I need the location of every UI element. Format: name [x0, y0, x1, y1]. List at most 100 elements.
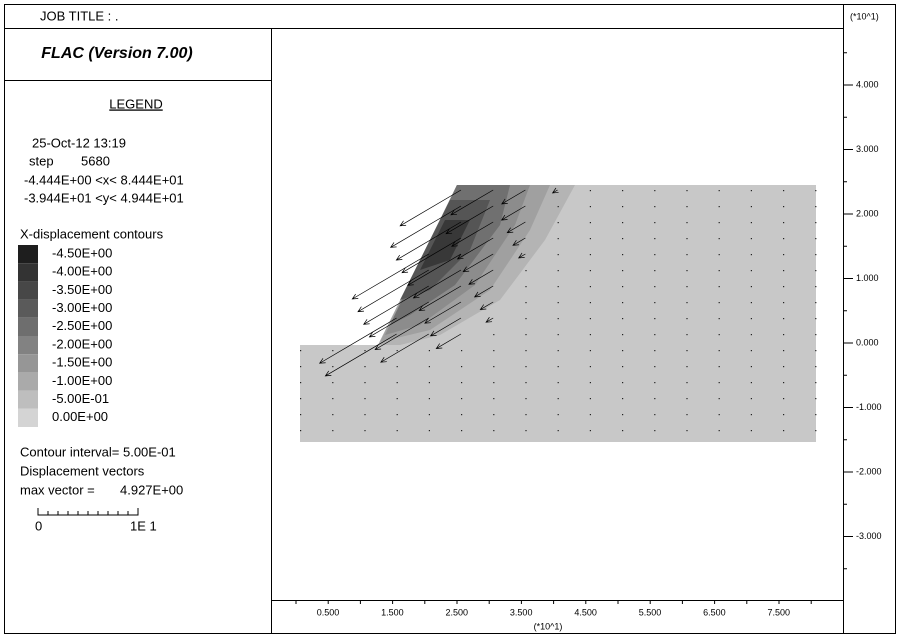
vector-dot — [557, 318, 559, 320]
vector-dot — [493, 366, 495, 368]
vector — [363, 285, 429, 325]
vector-dot — [557, 382, 559, 384]
vector-dot — [718, 254, 720, 256]
contour-level: -2.00E+00 — [52, 336, 112, 351]
vector-dot — [815, 254, 817, 256]
vector — [450, 189, 494, 216]
vector-dot — [493, 430, 495, 432]
vector-dot — [783, 414, 785, 416]
x-tick-label: 0.500 — [317, 607, 340, 617]
contour-level: -4.00E+00 — [52, 264, 112, 279]
vector-dot — [396, 414, 398, 416]
vector-dot — [783, 238, 785, 240]
x-tick-label: 3.500 — [510, 607, 533, 617]
contour-level: -5.00E-01 — [52, 391, 109, 406]
vector-dot — [589, 206, 591, 208]
vector-dot — [557, 254, 559, 256]
program: FLAC (Version 7.00) — [41, 45, 192, 62]
vector — [468, 269, 494, 285]
vector — [485, 317, 494, 323]
vector-dot — [332, 414, 334, 416]
vector-dot — [622, 254, 624, 256]
vector-dot — [525, 382, 527, 384]
vector-dot — [461, 366, 463, 368]
vector-dot — [718, 414, 720, 416]
vector-dot — [589, 222, 591, 224]
vector-dot — [396, 350, 398, 352]
vector-dot — [622, 414, 624, 416]
vector-dot — [815, 222, 817, 224]
vector-dot — [622, 334, 624, 336]
vector-dot — [589, 382, 591, 384]
vector-dot — [718, 302, 720, 304]
vector-dot — [815, 366, 817, 368]
vector-dot — [654, 302, 656, 304]
frame — [4, 4, 896, 634]
vector-dot — [750, 398, 752, 400]
vector-dot — [428, 398, 430, 400]
vector-dot — [461, 414, 463, 416]
vector-dot — [557, 430, 559, 432]
y-tick-label: 2.000 — [856, 208, 879, 218]
y-tick-label: -2.000 — [856, 466, 882, 476]
vector-dot — [364, 350, 366, 352]
vector-dot — [364, 398, 366, 400]
vector-dot — [750, 366, 752, 368]
contour-title: X-displacement contours — [20, 226, 164, 241]
vector-dot — [686, 382, 688, 384]
vector-dot — [589, 254, 591, 256]
vector-dot — [589, 334, 591, 336]
vector-dot — [686, 318, 688, 320]
vector-dot — [493, 350, 495, 352]
vector — [479, 301, 494, 310]
vector-dot — [783, 350, 785, 352]
vector-dot — [557, 222, 559, 224]
vector-dot — [493, 334, 495, 336]
vector — [462, 253, 494, 273]
max-vector-label: max vector = — [20, 482, 95, 497]
vector-dot — [750, 190, 752, 192]
vector-dot — [396, 430, 398, 432]
vector-dot — [428, 382, 430, 384]
vector-dot — [750, 206, 752, 208]
vector — [424, 301, 462, 324]
vector-dot — [622, 222, 624, 224]
vector — [407, 253, 462, 286]
date: 25-Oct-12 13:19 — [32, 135, 126, 150]
vector-dot — [783, 318, 785, 320]
vector-dot — [783, 430, 785, 432]
step-label: step — [29, 153, 54, 168]
vector-dot — [461, 350, 463, 352]
vector — [512, 237, 526, 246]
y-tick-label: 4.000 — [856, 79, 879, 89]
vector — [551, 187, 559, 194]
vector-dot — [654, 350, 656, 352]
vector-dot — [654, 206, 656, 208]
vector-dot — [557, 366, 559, 368]
vector-dot — [589, 286, 591, 288]
vector-dot — [718, 398, 720, 400]
scale-start: 0 — [35, 518, 42, 533]
vector-dot — [750, 270, 752, 272]
y-tick-label: -1.000 — [856, 402, 882, 412]
x-tick-label: 5.500 — [639, 607, 662, 617]
swatch — [18, 263, 38, 282]
vector-dot — [428, 350, 430, 352]
vector-dot — [815, 318, 817, 320]
vector-dot — [525, 286, 527, 288]
vector-dot — [654, 334, 656, 336]
vector-dot — [493, 398, 495, 400]
vector-dot — [686, 190, 688, 192]
vector-dot — [686, 350, 688, 352]
vector-dot — [815, 238, 817, 240]
vector-dot — [461, 398, 463, 400]
vector-dot — [622, 238, 624, 240]
vector-dot — [783, 398, 785, 400]
vector-dot — [622, 286, 624, 288]
vector — [473, 285, 494, 298]
scale-top: (*10^1) — [850, 11, 879, 21]
vector-dot — [718, 350, 720, 352]
vector-dot — [396, 398, 398, 400]
vector-dot — [718, 206, 720, 208]
